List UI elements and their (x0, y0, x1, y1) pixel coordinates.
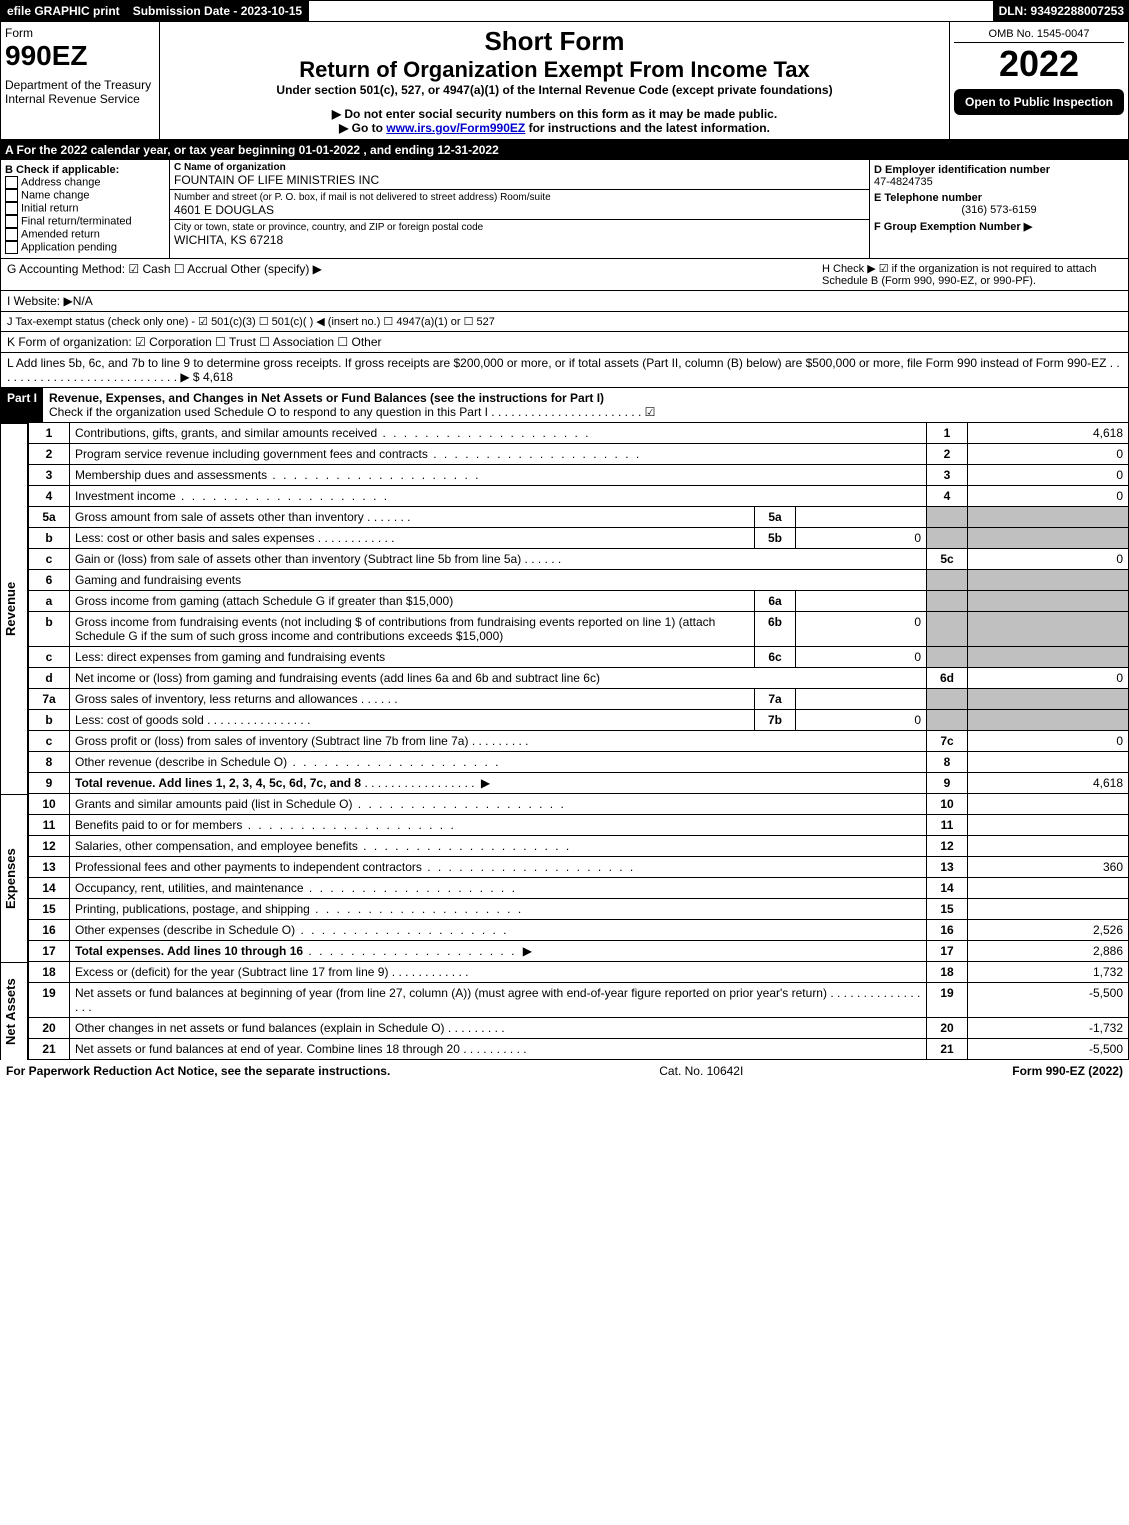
revenue-table: 1Contributions, gifts, grants, and simil… (28, 423, 1129, 794)
top-bar: efile GRAPHIC print Submission Date - 20… (0, 0, 1129, 22)
line-16: 16Other expenses (describe in Schedule O… (29, 920, 1129, 941)
part1-check: Check if the organization used Schedule … (49, 405, 655, 419)
org-name: FOUNTAIN OF LIFE MINISTRIES INC (174, 173, 865, 187)
city-label: City or town, state or province, country… (174, 222, 865, 233)
footer-mid: Cat. No. 10642I (659, 1064, 743, 1078)
part1-title: Revenue, Expenses, and Changes in Net As… (49, 391, 604, 405)
checkbox-amended-return[interactable]: Amended return (5, 228, 165, 241)
section-g: G Accounting Method: ☑ Cash ☐ Accrual Ot… (7, 262, 822, 287)
line-10: 10Grants and similar amounts paid (list … (29, 794, 1129, 815)
header-left: Form 990EZ Department of the Treasury In… (1, 22, 160, 139)
expenses-table: 10Grants and similar amounts paid (list … (28, 794, 1129, 962)
section-c: C Name of organization FOUNTAIN OF LIFE … (170, 160, 869, 258)
row-gh: G Accounting Method: ☑ Cash ☐ Accrual Ot… (0, 259, 1129, 291)
header-mid: Short Form Return of Organization Exempt… (160, 22, 949, 139)
line-2: 2Program service revenue including gover… (29, 444, 1129, 465)
open-public: Open to Public Inspection (954, 89, 1124, 115)
section-b: B Check if applicable: Address change Na… (1, 160, 170, 258)
addr-label: Number and street (or P. O. box, if mail… (174, 192, 865, 203)
irs-label: Internal Revenue Service (5, 92, 155, 106)
line-6b: bGross income from fundraising events (n… (29, 612, 1129, 647)
part1-label: Part I (1, 388, 43, 422)
omb: OMB No. 1545-0047 (954, 26, 1124, 43)
info-grid: B Check if applicable: Address change Na… (0, 160, 1129, 259)
section-i: I Website: ▶N/A (0, 291, 1129, 312)
line-19: 19Net assets or fund balances at beginni… (29, 983, 1129, 1018)
header-right: OMB No. 1545-0047 2022 Open to Public In… (949, 22, 1128, 139)
section-h: H Check ▶ ☑ if the organization is not r… (822, 262, 1122, 287)
submission-date: Submission Date - 2023-10-15 (127, 1, 309, 21)
expenses-section: Expenses 10Grants and similar amounts pa… (0, 794, 1129, 962)
checkbox-address-change[interactable]: Address change (5, 176, 165, 189)
form-label: Form (5, 26, 155, 40)
tax-year: 2022 (954, 43, 1124, 85)
line-3: 3Membership dues and assessments30 (29, 465, 1129, 486)
line-9: 9Total revenue. Add lines 1, 2, 3, 4, 5c… (29, 773, 1129, 794)
line-12: 12Salaries, other compensation, and empl… (29, 836, 1129, 857)
expenses-vlabel: Expenses (0, 794, 28, 962)
part1-header: Part I Revenue, Expenses, and Changes in… (0, 388, 1129, 423)
line-1: 1Contributions, gifts, grants, and simil… (29, 423, 1129, 444)
subtitle-3: ▶ Go to www.irs.gov/Form990EZ for instru… (164, 121, 945, 135)
section-a: A For the 2022 calendar year, or tax yea… (0, 140, 1129, 160)
line-6d: dNet income or (loss) from gaming and fu… (29, 668, 1129, 689)
line-13: 13Professional fees and other payments t… (29, 857, 1129, 878)
line-7c: cGross profit or (loss) from sales of in… (29, 731, 1129, 752)
line-15: 15Printing, publications, postage, and s… (29, 899, 1129, 920)
form-number: 990EZ (5, 40, 155, 72)
section-j: J Tax-exempt status (check only one) - ☑… (0, 312, 1129, 332)
line-17: 17Total expenses. Add lines 10 through 1… (29, 941, 1129, 962)
dln: DLN: 93492288007253 (993, 1, 1129, 21)
org-name-label: C Name of organization (174, 162, 865, 173)
return-title: Return of Organization Exempt From Incom… (164, 57, 945, 83)
section-d: D Employer identification number 47-4824… (869, 160, 1128, 258)
irs-link[interactable]: www.irs.gov/Form990EZ (386, 121, 525, 135)
line-5a: 5aGross amount from sale of assets other… (29, 507, 1129, 528)
form-header: Form 990EZ Department of the Treasury In… (0, 22, 1129, 140)
efile-label: efile GRAPHIC print (1, 1, 127, 21)
line-21: 21Net assets or fund balances at end of … (29, 1039, 1129, 1060)
section-k: K Form of organization: ☑ Corporation ☐ … (0, 332, 1129, 353)
line-6: 6Gaming and fundraising events (29, 570, 1129, 591)
netassets-section: Net Assets 18Excess or (deficit) for the… (0, 962, 1129, 1060)
dept-label: Department of the Treasury (5, 78, 155, 92)
line-11: 11Benefits paid to or for members11 (29, 815, 1129, 836)
checkbox-final-return[interactable]: Final return/terminated (5, 215, 165, 228)
ein-value: 47-4824735 (874, 176, 1124, 188)
checkbox-initial-return[interactable]: Initial return (5, 202, 165, 215)
short-form: Short Form (164, 26, 945, 57)
line-14: 14Occupancy, rent, utilities, and mainte… (29, 878, 1129, 899)
line-5b: bLess: cost or other basis and sales exp… (29, 528, 1129, 549)
line-5c: cGain or (loss) from sale of assets othe… (29, 549, 1129, 570)
revenue-vlabel: Revenue (0, 423, 28, 794)
tel-label: E Telephone number (874, 192, 1124, 204)
subtitle-1: Under section 501(c), 527, or 4947(a)(1)… (164, 83, 945, 97)
tel-value: (316) 573-6159 (874, 204, 1124, 216)
line-7a: 7aGross sales of inventory, less returns… (29, 689, 1129, 710)
subtitle-2: ▶ Do not enter social security numbers o… (164, 107, 945, 121)
line-18: 18Excess or (deficit) for the year (Subt… (29, 962, 1129, 983)
revenue-section: Revenue 1Contributions, gifts, grants, a… (0, 423, 1129, 794)
section-b-title: B Check if applicable: (5, 164, 165, 176)
ein-label: D Employer identification number (874, 164, 1124, 176)
org-city: WICHITA, KS 67218 (174, 233, 865, 247)
org-address: 4601 E DOUGLAS (174, 203, 865, 217)
group-label: F Group Exemption Number ▶ (874, 220, 1124, 233)
netassets-vlabel: Net Assets (0, 962, 28, 1060)
checkbox-application-pending[interactable]: Application pending (5, 241, 165, 254)
line-8: 8Other revenue (describe in Schedule O)8 (29, 752, 1129, 773)
footer: For Paperwork Reduction Act Notice, see … (0, 1060, 1129, 1082)
line-6c: cLess: direct expenses from gaming and f… (29, 647, 1129, 668)
section-l: L Add lines 5b, 6c, and 7b to line 9 to … (0, 353, 1129, 388)
line-6a: aGross income from gaming (attach Schedu… (29, 591, 1129, 612)
checkbox-name-change[interactable]: Name change (5, 189, 165, 202)
footer-left: For Paperwork Reduction Act Notice, see … (6, 1064, 390, 1078)
line-4: 4Investment income40 (29, 486, 1129, 507)
line-20: 20Other changes in net assets or fund ba… (29, 1018, 1129, 1039)
netassets-table: 18Excess or (deficit) for the year (Subt… (28, 962, 1129, 1060)
line-7b: bLess: cost of goods sold . . . . . . . … (29, 710, 1129, 731)
footer-right: Form 990-EZ (2022) (1012, 1064, 1123, 1078)
